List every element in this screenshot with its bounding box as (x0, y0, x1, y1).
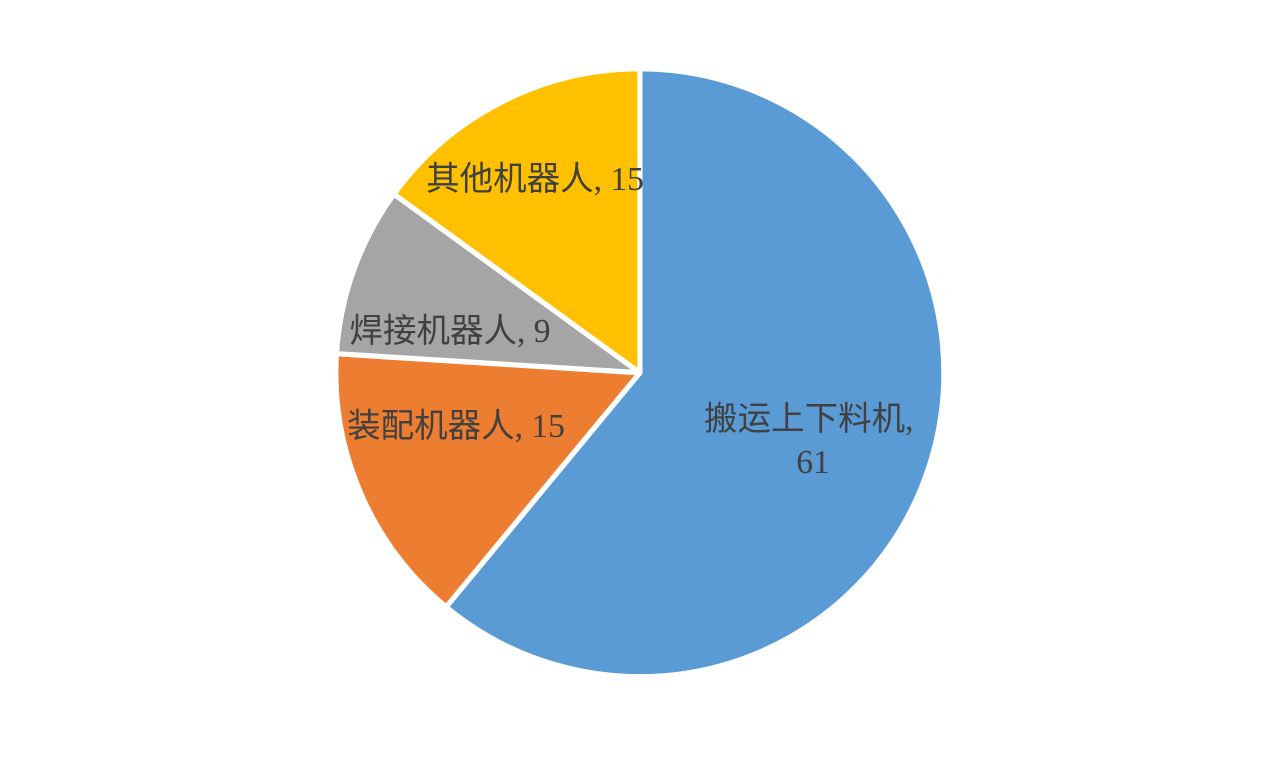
svg-text:装配机器人, 15: 装配机器人, 15 (347, 408, 565, 445)
svg-text:焊接机器人, 9: 焊接机器人, 9 (350, 313, 551, 350)
svg-text:其他机器人, 15: 其他机器人, 15 (426, 161, 644, 198)
